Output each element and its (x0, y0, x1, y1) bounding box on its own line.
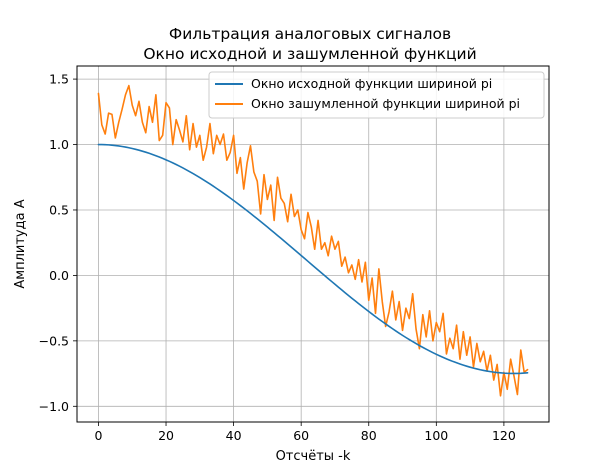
legend-label-original: Окно исходной функции шириной pi (251, 76, 492, 91)
x-axis-label: Отсчёты -k (276, 449, 351, 464)
chart-title-line-1: Фильтрация аналоговых сигналов (169, 25, 451, 43)
x-tick-label: 20 (158, 428, 174, 443)
plot-frame (76, 65, 550, 423)
y-tick-label: 0.0 (49, 268, 69, 283)
y-tick-label: −1.0 (39, 399, 69, 414)
legend-label-noisy: Окно зашумленной функции шириной pi (251, 96, 520, 111)
series-line-noisy (97, 84, 529, 397)
series-line-original (97, 143, 529, 375)
x-tick-label: 0 (94, 428, 102, 443)
chart-title-line-2: Окно исходной и зашумленной функций (143, 45, 476, 63)
legend-box (208, 71, 545, 119)
data-series (97, 84, 529, 397)
y-axis-label: Амплитуда A (13, 199, 28, 288)
y-tick-label: −0.5 (39, 333, 69, 348)
x-tick-label: 60 (293, 428, 309, 443)
x-tick-label: 120 (492, 428, 516, 443)
legend: Окно исходной функции шириной pi Окно за… (208, 71, 545, 119)
y-tick-label: 1.0 (49, 137, 69, 152)
x-tick-label: 40 (226, 428, 242, 443)
y-tick-label: 0.5 (49, 202, 69, 217)
y-tick-label: 1.5 (49, 72, 69, 87)
y-axis-ticks: −1.0 −0.5 0.0 0.5 1.0 1.5 (39, 72, 77, 414)
x-axis-ticks: 0 20 40 60 80 100 120 (94, 422, 516, 443)
x-tick-label: 100 (424, 428, 448, 443)
x-tick-label: 80 (361, 428, 377, 443)
